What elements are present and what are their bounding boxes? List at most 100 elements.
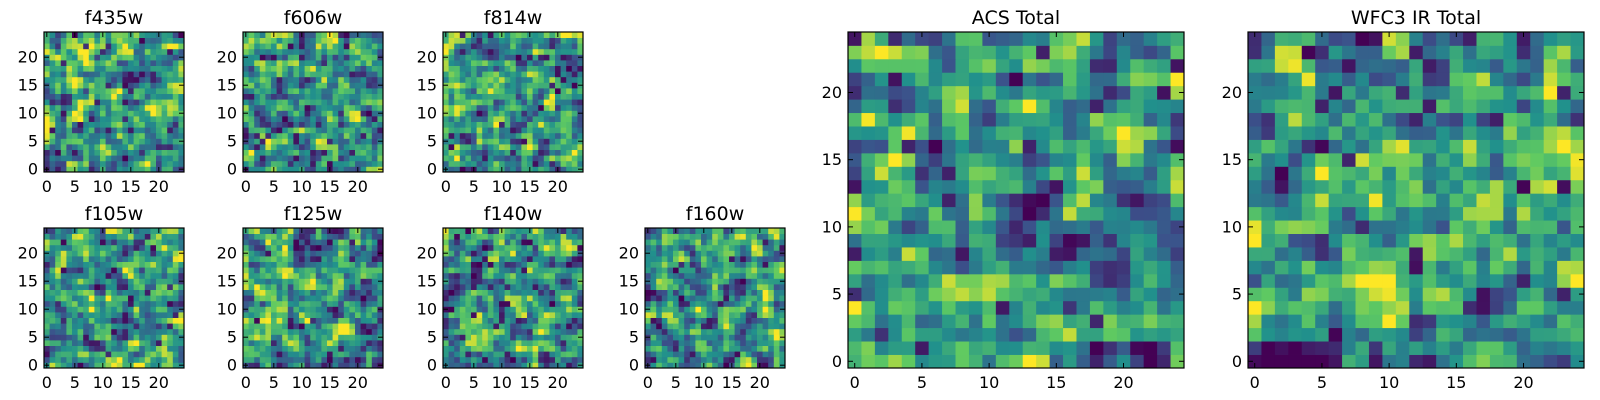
heatmap-cell	[144, 149, 151, 156]
heatmap-cell	[650, 351, 657, 358]
heatmap-cell	[44, 99, 50, 106]
heatmap-cell	[499, 317, 505, 324]
heatmap-cell	[72, 312, 78, 318]
heatmap-cell	[44, 65, 50, 72]
heatmap-cell	[366, 116, 373, 122]
heatmap-cell	[60, 132, 67, 139]
heatmap-cell	[454, 127, 461, 134]
heatmap-cell	[459, 88, 466, 94]
heatmap-cell	[293, 351, 300, 358]
heatmap-cell	[571, 323, 578, 330]
heatmap-cell	[271, 60, 277, 66]
heatmap-cell	[44, 233, 50, 240]
heatmap-cell	[515, 356, 522, 363]
heatmap-cell	[499, 121, 505, 128]
heatmap-cell	[55, 284, 62, 290]
heatmap-cell	[571, 244, 578, 251]
heatmap-cell	[355, 155, 361, 162]
heatmap-cell	[729, 272, 735, 279]
heatmap-cell	[874, 287, 889, 302]
heatmap-cell	[321, 317, 328, 324]
heatmap-cell	[327, 37, 333, 44]
heatmap-cell	[366, 261, 373, 268]
x-tick-label: 15	[121, 177, 141, 196]
heatmap-cell	[656, 323, 663, 330]
heatmap-cell	[650, 289, 657, 296]
heatmap-cell	[515, 228, 522, 234]
heatmap-cell	[476, 345, 483, 352]
heatmap-cell	[172, 334, 179, 341]
heatmap-cell	[265, 82, 272, 89]
heatmap-cell	[874, 354, 889, 369]
heatmap-cell	[360, 138, 367, 145]
heatmap-cell	[888, 233, 903, 248]
heatmap-cell	[116, 32, 123, 38]
heatmap-cell	[549, 256, 556, 262]
heatmap-cell	[111, 110, 118, 117]
heatmap-cell	[271, 76, 277, 83]
heatmap-cell	[476, 138, 483, 145]
heatmap-cell	[471, 88, 477, 94]
heatmap-cell	[66, 60, 73, 66]
heatmap-cell	[144, 82, 151, 89]
heatmap-cell	[1130, 247, 1145, 261]
heatmap-cell	[332, 82, 339, 89]
heatmap-cell	[349, 149, 356, 156]
heatmap-cell	[538, 127, 545, 134]
heatmap-cell	[293, 166, 300, 173]
heatmap-cell	[133, 356, 140, 363]
heatmap-cell	[293, 127, 300, 134]
heatmap-cell	[487, 250, 494, 257]
heatmap-cell	[105, 239, 112, 246]
heatmap-cell	[94, 32, 101, 38]
heatmap-cell	[928, 287, 943, 302]
heatmap-cell	[338, 82, 345, 89]
heatmap-cell	[487, 334, 494, 341]
heatmap-cell	[265, 228, 272, 234]
heatmap-cell	[72, 345, 78, 352]
heatmap-cell	[44, 351, 50, 358]
heatmap-cell	[116, 144, 123, 150]
heatmap-cell	[338, 306, 345, 313]
heatmap-cell	[555, 312, 561, 318]
heatmap-cell	[510, 345, 517, 352]
heatmap-cell	[88, 289, 95, 296]
heatmap-cell	[487, 317, 494, 324]
heatmap-cell	[72, 160, 78, 167]
heatmap-cell	[448, 278, 455, 285]
heatmap-cell	[355, 317, 361, 324]
heatmap-cell	[116, 160, 123, 167]
heatmap-cell	[377, 284, 384, 290]
heatmap-cell	[968, 354, 983, 369]
heatmap-cell	[156, 48, 162, 55]
heatmap-cell	[66, 284, 73, 290]
heatmap-cell	[88, 149, 95, 156]
heatmap-cell	[768, 278, 775, 285]
heatmap-cell	[571, 356, 578, 363]
heatmap-cell	[243, 317, 249, 324]
heatmap-cell	[712, 317, 719, 324]
heatmap-cell	[1036, 233, 1050, 248]
heatmap-cell	[773, 351, 780, 358]
heatmap-cell	[116, 54, 123, 61]
heatmap-cell	[105, 328, 112, 335]
heatmap-cell	[105, 65, 112, 72]
heatmap-cell	[122, 244, 129, 251]
x-tick-label: 10	[694, 373, 714, 392]
heatmap-cell	[549, 54, 556, 61]
heatmap-cell	[88, 340, 95, 346]
x-tick-label: 5	[269, 373, 279, 392]
heatmap-cell	[706, 328, 713, 335]
heatmap-cell	[343, 295, 350, 302]
heatmap-cell	[105, 256, 112, 262]
heatmap-cell	[72, 256, 78, 262]
heatmap-cell	[327, 76, 333, 83]
heatmap-cell	[678, 278, 685, 285]
heatmap-cell	[128, 110, 134, 117]
heatmap-cell	[1157, 233, 1171, 248]
heatmap-cell	[1009, 354, 1024, 369]
heatmap-cell	[105, 48, 112, 55]
heatmap-cell	[678, 317, 685, 324]
heatmap-cell	[172, 144, 179, 150]
heatmap-cell	[543, 144, 550, 150]
